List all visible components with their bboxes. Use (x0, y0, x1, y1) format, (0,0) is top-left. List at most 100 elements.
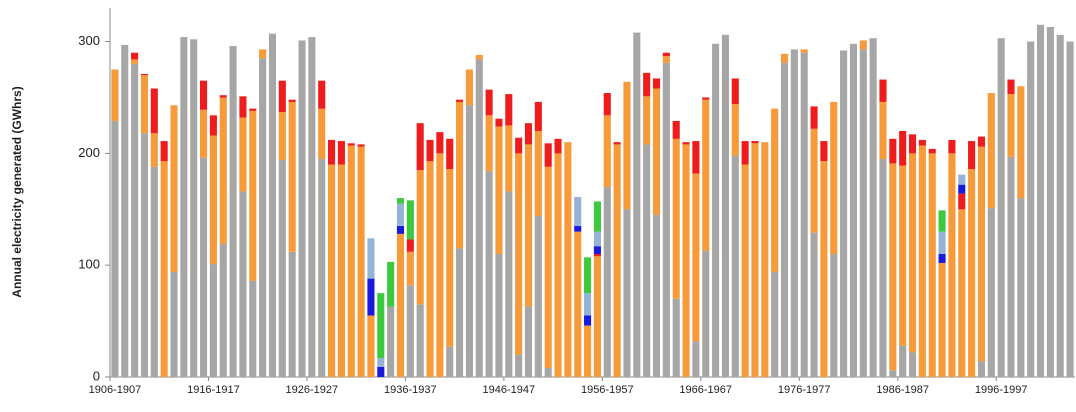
bar-segment (387, 306, 395, 377)
bar-segment (544, 166, 552, 369)
bar-segment (584, 325, 592, 377)
bar-segment (357, 144, 365, 147)
bar-segment (830, 254, 838, 377)
bar-segment (948, 153, 956, 377)
bar-segment (682, 142, 690, 145)
bar-segment (564, 142, 572, 377)
bar-segment (1007, 94, 1015, 157)
bar-segment (889, 163, 897, 371)
bar-segment (584, 315, 592, 326)
bar-segment (495, 254, 503, 377)
bar-segment (495, 118, 503, 127)
bar-segment (180, 37, 188, 378)
bar-segment (613, 142, 621, 145)
bar-segment (652, 78, 661, 89)
bar-segment (603, 186, 611, 377)
bar-segment (367, 315, 375, 377)
bar-segment (849, 43, 857, 377)
bar-segment (1036, 24, 1045, 377)
bar-segment (406, 285, 414, 377)
bar-segment (899, 165, 907, 346)
bar-segment (515, 354, 523, 377)
bar-segment (505, 125, 513, 192)
bar-segment (741, 164, 749, 377)
bar-segment (948, 139, 956, 154)
bar-segment (219, 97, 227, 244)
bar-segment (987, 208, 995, 377)
bar-segment (436, 132, 444, 154)
bar-segment (662, 62, 670, 378)
bar-segment (209, 115, 217, 136)
bar-segment (908, 153, 917, 353)
bar-segment (771, 271, 779, 377)
bar-segment (820, 141, 828, 162)
bar-segment (908, 352, 917, 377)
x-tick-label: 1926-1927 (286, 384, 339, 396)
bar-segment (219, 243, 227, 377)
bar-segment (1046, 27, 1054, 377)
bar-segment (672, 138, 680, 299)
bar-segment (938, 231, 946, 254)
bar-segment (928, 153, 936, 377)
bar-segment (239, 117, 247, 192)
x-tick-label: 1966-1967 (679, 384, 732, 396)
bar-segment (505, 191, 513, 377)
bar-segment (347, 143, 355, 146)
bar-segment (623, 81, 631, 210)
bar-segment (682, 144, 690, 377)
bar-segment (987, 92, 995, 209)
bar-segment (190, 39, 198, 378)
bar-segment (1027, 41, 1035, 377)
bar-segment (879, 79, 887, 102)
bar-segment (643, 72, 651, 97)
bar-segment (278, 160, 286, 377)
bar-segment (259, 58, 267, 378)
bar-segment (584, 257, 592, 294)
bar-segment (810, 232, 818, 377)
bar-segment (544, 143, 552, 167)
bar-segment (840, 50, 848, 378)
bar-segment (515, 153, 523, 355)
bar-segment (584, 293, 592, 316)
bar-segment (751, 141, 759, 144)
bar-segment (1007, 156, 1015, 377)
bar-segment (367, 278, 375, 316)
bar-segment (652, 214, 661, 377)
bar-segment (1056, 34, 1064, 377)
bar-segment (928, 148, 936, 154)
bar-segment (692, 173, 700, 342)
bar-segment (672, 120, 680, 139)
bar-segment (574, 231, 582, 377)
x-tick-label: 1936-1937 (384, 384, 437, 396)
bar-segment (446, 346, 454, 377)
bar-segment (554, 153, 562, 377)
bar-segment (456, 99, 464, 102)
bar-segment (396, 233, 405, 377)
bar-segment (554, 138, 562, 154)
bar-segment (820, 161, 828, 377)
bar-segment (170, 271, 178, 377)
x-tick-label: 1976-1977 (778, 384, 831, 396)
bar-segment (652, 88, 661, 215)
bar-segment (140, 73, 149, 76)
bar-segment (830, 101, 838, 254)
bar-segment (505, 94, 513, 126)
bar-segment (574, 196, 582, 227)
bar-segment (771, 108, 779, 272)
bar-segment (406, 239, 414, 252)
bar-segment (200, 80, 208, 110)
bar-segment (111, 120, 119, 377)
bar-segment (485, 89, 493, 116)
bar-segment (938, 262, 946, 377)
bar-segment (367, 238, 375, 279)
bar-segment (780, 62, 789, 378)
bar-segment (623, 209, 631, 377)
bar-segment (810, 128, 818, 233)
bar-segment (485, 115, 493, 172)
bar-segment (810, 106, 818, 129)
bar-segment (958, 209, 966, 377)
bar-segment (485, 171, 493, 377)
bar-segment (337, 164, 345, 377)
bar-segment (278, 80, 286, 112)
bar-segment (249, 108, 257, 111)
